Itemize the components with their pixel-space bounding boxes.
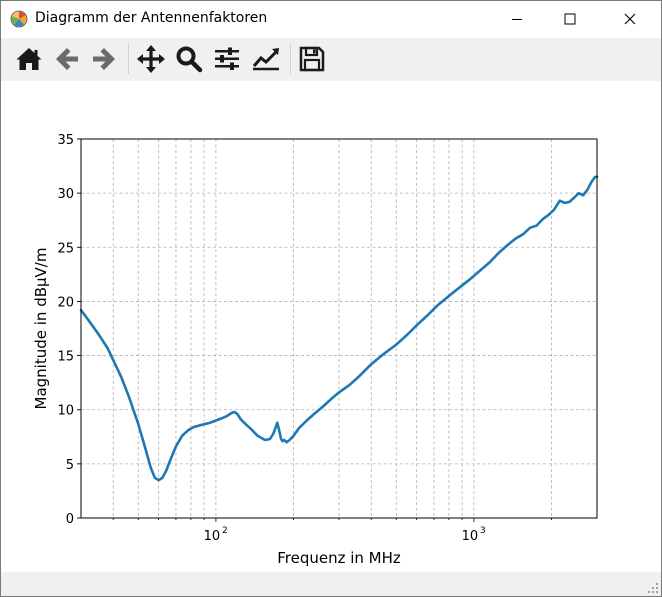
x-axis-label: Frequenz in MHz — [277, 549, 401, 567]
resize-grip-icon[interactable] — [647, 582, 659, 594]
minimize-button[interactable] — [494, 1, 540, 37]
toolbar-separator — [128, 44, 129, 74]
pan-button[interactable] — [135, 43, 167, 75]
y-axis-label: Magnitude in dBµV/m — [32, 248, 50, 410]
y-tick-label: 0 — [66, 512, 74, 527]
home-icon — [16, 48, 42, 70]
y-tick-label: 30 — [57, 187, 74, 202]
pan-icon — [137, 45, 165, 73]
x-tick-label: 10 — [204, 529, 221, 544]
forward-button[interactable] — [88, 43, 120, 75]
window-title: Diagramm der Antennenfaktoren — [35, 10, 268, 26]
y-tick-label: 15 — [57, 350, 74, 365]
y-tick-label: 20 — [57, 295, 74, 310]
title-bar[interactable]: Diagramm der Antennenfaktoren — [1, 1, 661, 37]
x-tick-exponent: 3 — [480, 526, 486, 536]
x-tick-exponent: 2 — [222, 526, 228, 536]
x-tick-label: 10 — [462, 529, 479, 544]
edit-axes-icon — [252, 48, 279, 71]
zoom-icon — [176, 46, 203, 73]
status-bar — [1, 572, 661, 596]
data-line-series — [79, 175, 599, 482]
maximize-button[interactable] — [547, 1, 593, 37]
save-icon — [299, 46, 325, 72]
toolbar-separator — [290, 44, 291, 74]
y-tick-label: 35 — [57, 133, 74, 148]
maximize-icon — [564, 13, 576, 25]
close-icon — [624, 13, 636, 25]
forward-arrow-icon — [93, 48, 115, 70]
data-line-group — [79, 175, 599, 482]
y-tick-label: 5 — [66, 458, 74, 473]
y-tick-label: 25 — [57, 241, 74, 256]
matplotlib-icon — [10, 10, 28, 28]
edit-axes-button[interactable] — [250, 43, 282, 75]
minimize-icon — [512, 19, 522, 20]
y-tick-label: 10 — [57, 404, 74, 419]
home-button[interactable] — [13, 43, 45, 75]
grid-lines — [81, 139, 597, 518]
close-button[interactable] — [607, 1, 653, 37]
save-button[interactable] — [296, 43, 328, 75]
subplots-button[interactable] — [211, 43, 243, 75]
navigation-toolbar — [1, 38, 661, 81]
back-button[interactable] — [51, 43, 83, 75]
back-arrow-icon — [56, 48, 78, 70]
subplots-config-icon — [215, 47, 239, 70]
zoom-button[interactable] — [173, 43, 205, 75]
